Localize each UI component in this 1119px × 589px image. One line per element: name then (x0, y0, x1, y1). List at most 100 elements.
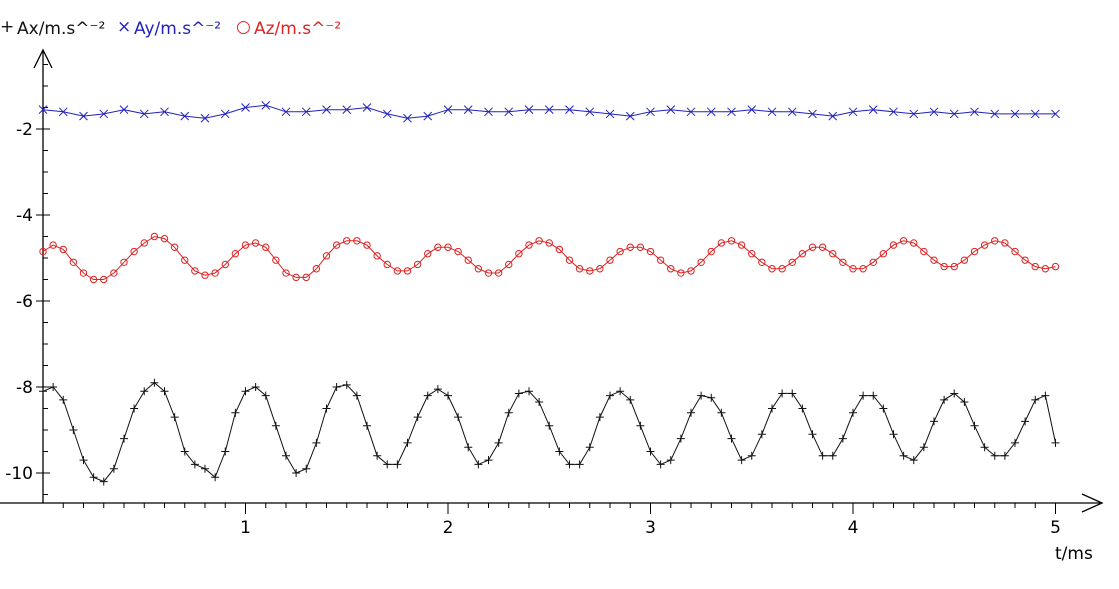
data-point (322, 105, 331, 115)
data-point (1031, 395, 1040, 404)
data-point (120, 434, 128, 443)
data-point (808, 430, 817, 439)
data-point (474, 265, 483, 273)
data-point (808, 109, 817, 119)
data-point (180, 447, 189, 456)
data-point (262, 243, 270, 251)
data-point (848, 107, 858, 117)
legend-label-ax: Ax/m.s^⁻² (17, 19, 105, 39)
data-point (444, 391, 452, 400)
data-point (868, 105, 878, 115)
data-point (119, 105, 129, 115)
data-point (363, 421, 371, 430)
data-point (241, 241, 250, 249)
data-point (211, 269, 219, 277)
data-point (666, 105, 676, 115)
data-point (89, 275, 98, 284)
data-point (707, 393, 716, 402)
data-point (322, 404, 331, 413)
y-tick-label: -10 (5, 464, 33, 484)
data-point (433, 385, 442, 394)
y-tick-label: -2 (16, 120, 33, 140)
data-point (1051, 262, 1060, 271)
data-point (849, 265, 857, 273)
data-point (514, 389, 523, 398)
minor-ticks (43, 64, 1056, 508)
x-tick-label: 1 (240, 518, 251, 538)
data-point (727, 107, 736, 117)
data-point (373, 451, 382, 460)
series-0 (39, 378, 1060, 486)
data-point (484, 269, 493, 277)
data-point (363, 241, 371, 249)
data-point (201, 271, 209, 279)
data-point (241, 103, 250, 112)
data-point (464, 443, 473, 452)
data-point (494, 269, 503, 277)
data-point (352, 391, 361, 400)
data-point (677, 269, 685, 277)
data-point (879, 404, 888, 413)
data-point (464, 256, 472, 264)
data-point (1021, 256, 1029, 264)
data-point (616, 387, 625, 396)
data-point (211, 473, 220, 482)
data-point (970, 247, 979, 256)
data-point (747, 105, 757, 115)
data-point (829, 250, 837, 258)
data-point (494, 438, 503, 447)
data-point (413, 413, 422, 422)
data-point (231, 408, 240, 417)
data-point (282, 451, 290, 460)
data-point (727, 237, 736, 245)
data-point (585, 107, 595, 117)
data-point (424, 250, 432, 258)
data-point (1000, 451, 1009, 460)
data-point (717, 239, 726, 247)
data-point (261, 391, 270, 400)
data-point (362, 103, 372, 112)
data-point (949, 109, 959, 119)
data-point (970, 421, 979, 430)
data-point (39, 247, 47, 256)
data-point (595, 413, 604, 422)
data-point (828, 111, 838, 121)
data-point (38, 105, 48, 115)
data-point (241, 387, 250, 396)
data-point (930, 417, 938, 426)
data-point (79, 456, 88, 465)
data-point (454, 413, 463, 422)
data-point (899, 237, 908, 245)
axes (0, 48, 1104, 513)
data-point (1011, 247, 1019, 256)
data-point (69, 426, 78, 434)
data-point (656, 256, 665, 264)
data-point (170, 413, 179, 422)
data-point (686, 107, 696, 117)
data-point (697, 258, 705, 266)
data-point (120, 258, 128, 266)
data-point (413, 260, 422, 269)
data-point (49, 383, 58, 391)
data-point (808, 243, 817, 251)
data-point (828, 451, 837, 460)
x-tick-label: 2 (443, 518, 454, 538)
data-point (909, 109, 919, 119)
y-axis-arrow (33, 48, 53, 69)
data-point (524, 105, 534, 115)
data-point (221, 260, 229, 269)
x-axis-label: t/ms (1055, 544, 1093, 564)
data-point (687, 408, 695, 417)
data-point (545, 421, 554, 430)
data-point (220, 109, 230, 119)
data-point (403, 267, 412, 275)
data-point (666, 456, 675, 465)
data-point (393, 460, 402, 469)
data-point (130, 247, 138, 256)
data-point (261, 100, 271, 110)
data-point (79, 269, 88, 277)
data-point (423, 111, 433, 121)
data-point (505, 260, 513, 269)
data-point (160, 387, 169, 396)
data-point (929, 107, 939, 117)
